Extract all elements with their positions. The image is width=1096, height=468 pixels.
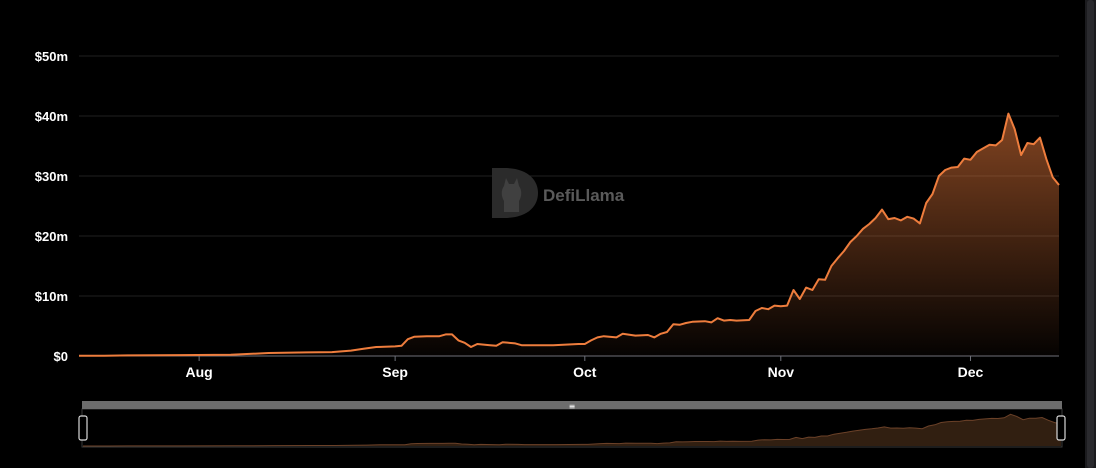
range-preview-area: [83, 414, 1061, 446]
llama-head-icon: [501, 178, 522, 212]
range-slider-grip-icon[interactable]: ≡: [569, 402, 576, 411]
range-slider-preview: [83, 413, 1062, 447]
page-scrollbar-thumb[interactable]: [1087, 0, 1094, 468]
x-tick-label: Nov: [768, 364, 795, 380]
x-tick-label: Oct: [573, 364, 597, 380]
watermark-text: DefiLlama: [543, 186, 625, 205]
defillama-watermark: DefiLlama: [492, 168, 625, 218]
tvl-area-fill: [79, 113, 1059, 356]
x-tick-label: Aug: [186, 364, 213, 380]
y-axis: $0 $10m $20m $30m $40m $50m: [35, 49, 68, 364]
y-tick-label: $0: [54, 349, 68, 364]
y-tick-label: $50m: [35, 49, 68, 64]
y-tick-label: $20m: [35, 229, 68, 244]
range-slider-selection-bar[interactable]: [82, 401, 1062, 409]
range-preview-line: [83, 413, 1062, 447]
x-axis: Aug Sep Oct Nov Dec: [79, 355, 1059, 380]
range-slider-left-handle[interactable]: [78, 415, 88, 441]
series-layer: [79, 112, 1060, 357]
y-tick-label: $40m: [35, 109, 68, 124]
range-slider[interactable]: ≡: [78, 401, 1066, 448]
y-tick-label: $30m: [35, 169, 68, 184]
y-tick-label: $10m: [35, 289, 68, 304]
x-tick-label: Dec: [958, 364, 984, 380]
range-slider-right-handle[interactable]: [1056, 415, 1066, 441]
tvl-line: [79, 112, 1060, 357]
x-tick-label: Sep: [382, 364, 408, 380]
